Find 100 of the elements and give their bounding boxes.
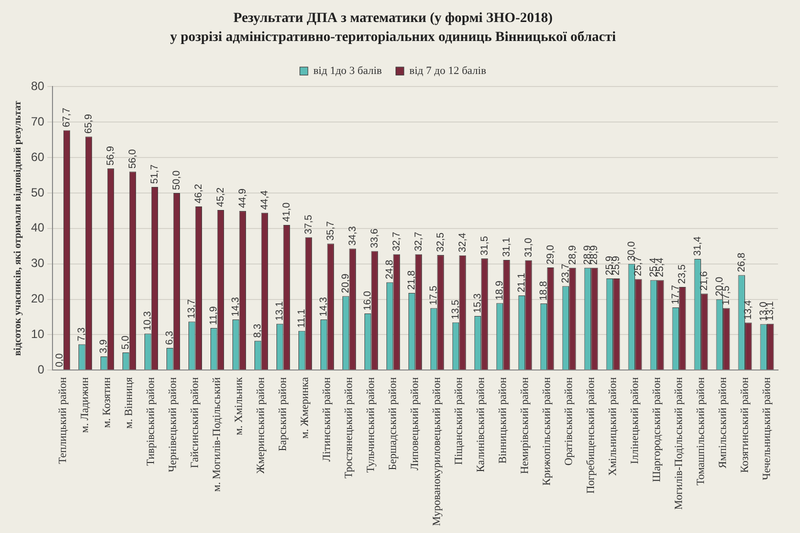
data-label: 31,4: [692, 236, 704, 256]
data-label: 31,0: [523, 237, 534, 258]
data-label: 31,1: [501, 237, 512, 257]
data-label: 17,5: [428, 285, 440, 306]
data-label: 10,3: [142, 310, 154, 331]
data-label: 13,4: [743, 300, 754, 320]
data-label: 65,9: [83, 114, 94, 134]
x-tick-label: м. Могилів-Подільський: [211, 377, 224, 492]
data-label: 26,8: [736, 252, 748, 272]
x-tick-label: Шаргородський район: [650, 377, 663, 482]
y-tick-label: 30: [30, 256, 45, 270]
data-label: 18,8: [538, 280, 550, 301]
data-label: 21,1: [516, 272, 528, 292]
data-label: 18,9: [494, 280, 506, 300]
data-label: 44,4: [259, 190, 270, 210]
data-label: 28,9: [582, 244, 594, 265]
chart-subtitle: у розрізі адміністративно-територіальних одиниць Вінницької області: [170, 30, 616, 45]
data-label: 28,9: [567, 244, 578, 265]
y-axis-title: відсоток учасників, які отримали відповідний результат: [12, 100, 24, 356]
x-tick-label: Бершадський район: [387, 377, 400, 470]
data-label: 44,9: [237, 188, 248, 208]
x-tick-label: Вінницький район: [497, 377, 510, 464]
data-label: 0,0: [54, 352, 66, 368]
data-label: 20,9: [340, 273, 352, 294]
x-tick-label: м. Хмільник: [233, 376, 246, 436]
data-label: 14,3: [230, 296, 242, 316]
data-label: 11,1: [296, 308, 308, 328]
x-tick-label: Мурованокуриловецький район: [431, 377, 444, 526]
y-tick-label: 20: [30, 292, 45, 306]
data-label: 17,7: [670, 284, 682, 304]
x-tick-label: Тростянецький район: [343, 377, 356, 479]
x-tick-label: Ямпільський район: [716, 377, 729, 468]
data-label: 45,2: [215, 187, 226, 207]
data-label: 21,6: [699, 270, 710, 291]
data-label: 29,0: [545, 244, 556, 264]
x-tick-label: Томашпільський район: [694, 377, 707, 486]
data-label: 23,7: [560, 263, 572, 284]
data-label: 5,0: [120, 335, 132, 350]
x-tick-label: Козятинський район: [738, 377, 751, 473]
data-label: 6,3: [164, 330, 176, 345]
data-label: 32,7: [391, 231, 402, 252]
data-label: 32,4: [457, 232, 468, 252]
data-label: 13,1: [274, 300, 286, 321]
x-tick-label: Гайсинський район: [189, 377, 202, 468]
x-tick-label: м. Жмеринка: [299, 377, 312, 439]
data-label: 32,7: [413, 231, 424, 252]
data-label: 35,7: [325, 220, 336, 241]
data-label: 7,3: [76, 326, 88, 342]
data-label: 16,0: [362, 290, 374, 310]
data-label: 50,0: [171, 170, 182, 190]
data-label: 13,5: [450, 299, 462, 320]
data-label: 11,9: [208, 306, 220, 325]
data-label: 13,7: [186, 298, 198, 319]
x-tick-label: Погребищенський район: [584, 377, 597, 494]
chart-title: Результати ДПА з математики (у формі ЗНО-2018): [233, 11, 554, 26]
x-tick-label: Жмеринський район: [255, 377, 268, 474]
x-tick-label: м. Ладижин: [79, 377, 92, 433]
data-label: 25,9: [604, 255, 616, 276]
x-tick-label: Барський район: [277, 377, 290, 452]
data-label: 3,9: [98, 339, 110, 354]
x-tick-label: м. Вінниця: [123, 377, 136, 429]
legend-label: від 1до 3 балів: [313, 64, 382, 77]
x-tick-label: Оратівський район: [562, 377, 575, 466]
data-label: 31,5: [479, 236, 490, 256]
data-label: 41,0: [281, 202, 292, 222]
data-label: 8,3: [252, 323, 264, 338]
x-tick-label: Калинівський район: [475, 377, 488, 472]
data-label: 21,8: [406, 270, 418, 290]
x-tick-label: Іллінецький район: [628, 377, 641, 464]
data-label: 51,7: [149, 164, 160, 184]
x-tick-label: Теплицький район: [57, 377, 70, 464]
data-label: 25,4: [648, 257, 660, 278]
data-label: 14,3: [318, 296, 330, 316]
y-tick-label: 10: [30, 327, 45, 342]
data-label: 46,2: [193, 184, 204, 204]
data-label: 32,5: [435, 232, 446, 252]
x-tick-label: Піщанський район: [453, 377, 466, 465]
y-tick-label: 70: [30, 114, 45, 128]
data-label: 23,5: [677, 264, 688, 284]
data-label: 67,7: [62, 107, 72, 128]
y-tick-label: 40: [30, 220, 45, 235]
x-tick-label: Липовецький район: [409, 377, 422, 470]
data-label: 24,8: [384, 259, 396, 280]
data-label: 33,6: [369, 228, 380, 248]
x-tick-label: Тульчинський район: [365, 377, 378, 473]
x-tick-label: Чернівецький район: [167, 377, 180, 472]
legend-label: від 7 до 12 балів: [409, 64, 486, 77]
y-tick-label: 60: [30, 150, 45, 164]
x-tick-label: м. Козятин: [101, 377, 114, 428]
data-label: 34,3: [347, 226, 358, 246]
x-tick-label: Могилів-Подільський район: [672, 377, 685, 510]
x-tick-label: Крижопільський район: [541, 377, 553, 486]
data-label: 15,3: [472, 293, 484, 313]
x-tick-label: Літинський район: [321, 377, 334, 462]
data-label: 56,0: [127, 148, 138, 169]
y-tick-label: 50: [30, 185, 45, 200]
y-tick-label: 80: [30, 78, 45, 93]
x-tick-label: Хмільницький район: [606, 377, 619, 476]
x-tick-label: Чечельницький район: [760, 377, 773, 480]
x-tick-label: Тиврівський район: [145, 377, 158, 466]
